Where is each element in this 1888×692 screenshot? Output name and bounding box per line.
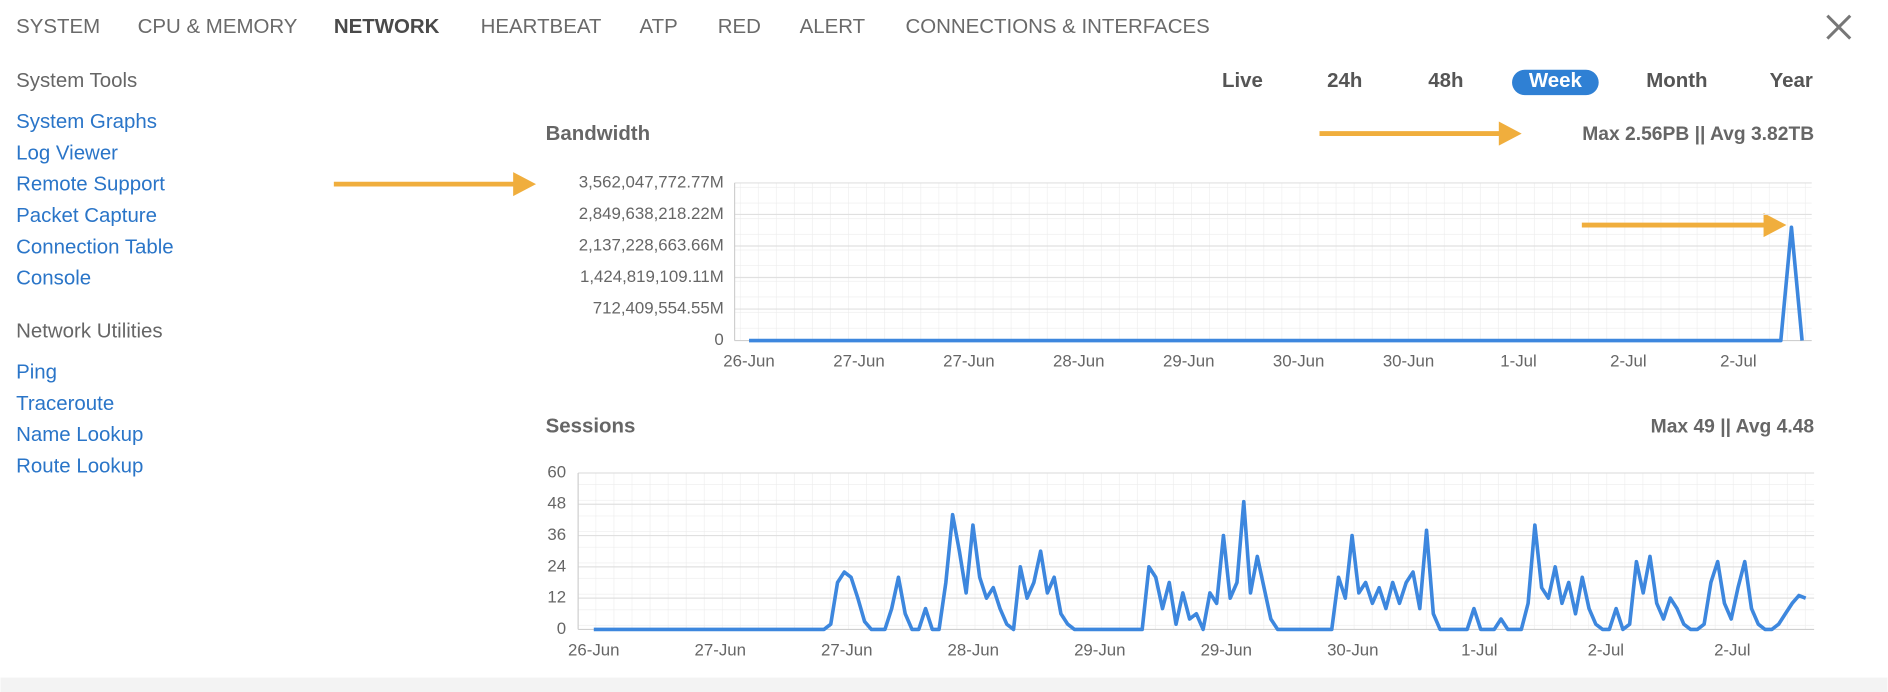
x-tick-label: 28-Jun [948,641,999,660]
x-tick-label: 2-Jul [1610,352,1646,371]
chart-title: Sessions [546,415,636,438]
sidebar-link[interactable]: System Graphs [16,110,157,133]
plot-grid [734,182,1812,341]
y-tick-label: 3,562,047,772.77M [579,172,724,191]
nav-tab[interactable]: HEARTBEAT [481,15,602,38]
nav-tab[interactable]: ATP [640,15,678,38]
annotation-arrows [333,121,1787,238]
range-button[interactable]: Year [1770,69,1813,92]
sidebar-heading: Network Utilities [16,320,163,343]
nav-tab[interactable]: CPU & MEMORY [138,15,298,38]
sidebar-link[interactable]: Ping [16,360,57,383]
sidebar-link[interactable]: Connection Table [16,235,174,258]
sidebar-link[interactable]: Remote Support [16,173,165,196]
x-tick-label: 2-Jul [1714,641,1750,660]
close-button[interactable] [1826,14,1852,40]
nav-tab[interactable]: SYSTEM [16,15,100,38]
chart-stats: Max 49 || Avg 4.48 [1651,416,1815,437]
x-tick-label: 29-Jun [1074,641,1125,660]
x-tick-label: 27-Jun [821,641,872,660]
sidebar-heading: System Tools [16,69,137,92]
x-tick-label: 27-Jun [943,352,994,371]
range-button[interactable]: Live [1222,69,1263,92]
y-tick-label: 0 [557,619,566,638]
range-selected[interactable] [1512,69,1599,96]
data-line [593,499,1807,632]
range-button[interactable]: Week [1529,69,1583,92]
y-tick-label: 2,849,638,218.22M [579,204,724,223]
chart-title: Bandwidth [546,122,650,145]
range-button[interactable]: 24h [1327,69,1362,92]
x-tick-label: 27-Jun [833,352,884,371]
x-tick-label: 26-Jun [568,641,619,660]
x-tick-label: 30-Jun [1383,352,1434,371]
sidebar-link[interactable]: Traceroute [16,392,114,415]
x-tick-label: 27-Jun [695,641,746,660]
nav-tab[interactable]: RED [718,15,761,38]
sidebar-link[interactable]: Console [16,267,91,290]
x-tick-label: 26-Jun [723,352,774,371]
x-tick-label: 2-Jul [1588,641,1624,660]
range-button[interactable]: Month [1646,69,1707,92]
y-tick-label: 712,409,554.55M [593,299,724,318]
sidebar-link[interactable]: Log Viewer [16,141,118,164]
x-tick-label: 28-Jun [1053,352,1104,371]
footer-strip [0,677,1888,692]
x-tick-label: 30-Jun [1273,352,1324,371]
y-tick-label: 48 [547,494,566,513]
data-line [749,225,1804,343]
x-tick-label: 29-Jun [1201,641,1252,660]
y-tick-label: 1,424,819,109.11M [580,267,724,286]
sidebar-link[interactable]: Packet Capture [16,204,157,227]
range-button[interactable]: 48h [1428,69,1463,92]
chart-stats: Max 2.56PB || Avg 3.82TB [1582,124,1814,145]
nav-tab[interactable]: CONNECTIONS & INTERFACES [905,15,1209,38]
x-tick-label: 29-Jun [1163,352,1214,371]
nav-tab[interactable]: NETWORK [334,15,440,38]
plot-grid [578,472,1815,630]
sidebar-link[interactable]: Route Lookup [16,454,143,477]
x-tick-label: 2-Jul [1720,352,1756,371]
y-tick-label: 0 [714,330,723,349]
y-tick-label: 2,137,228,663.66M [579,235,724,254]
x-tick-label: 1-Jul [1500,352,1536,371]
y-tick-label: 12 [547,588,566,607]
y-tick-label: 24 [547,556,566,575]
nav-tab[interactable]: ALERT [800,15,866,38]
y-tick-label: 36 [547,525,566,544]
sidebar-link[interactable]: Name Lookup [16,423,143,446]
x-tick-label: 30-Jun [1327,641,1378,660]
x-tick-label: 1-Jul [1461,641,1497,660]
y-tick-label: 60 [547,462,566,481]
